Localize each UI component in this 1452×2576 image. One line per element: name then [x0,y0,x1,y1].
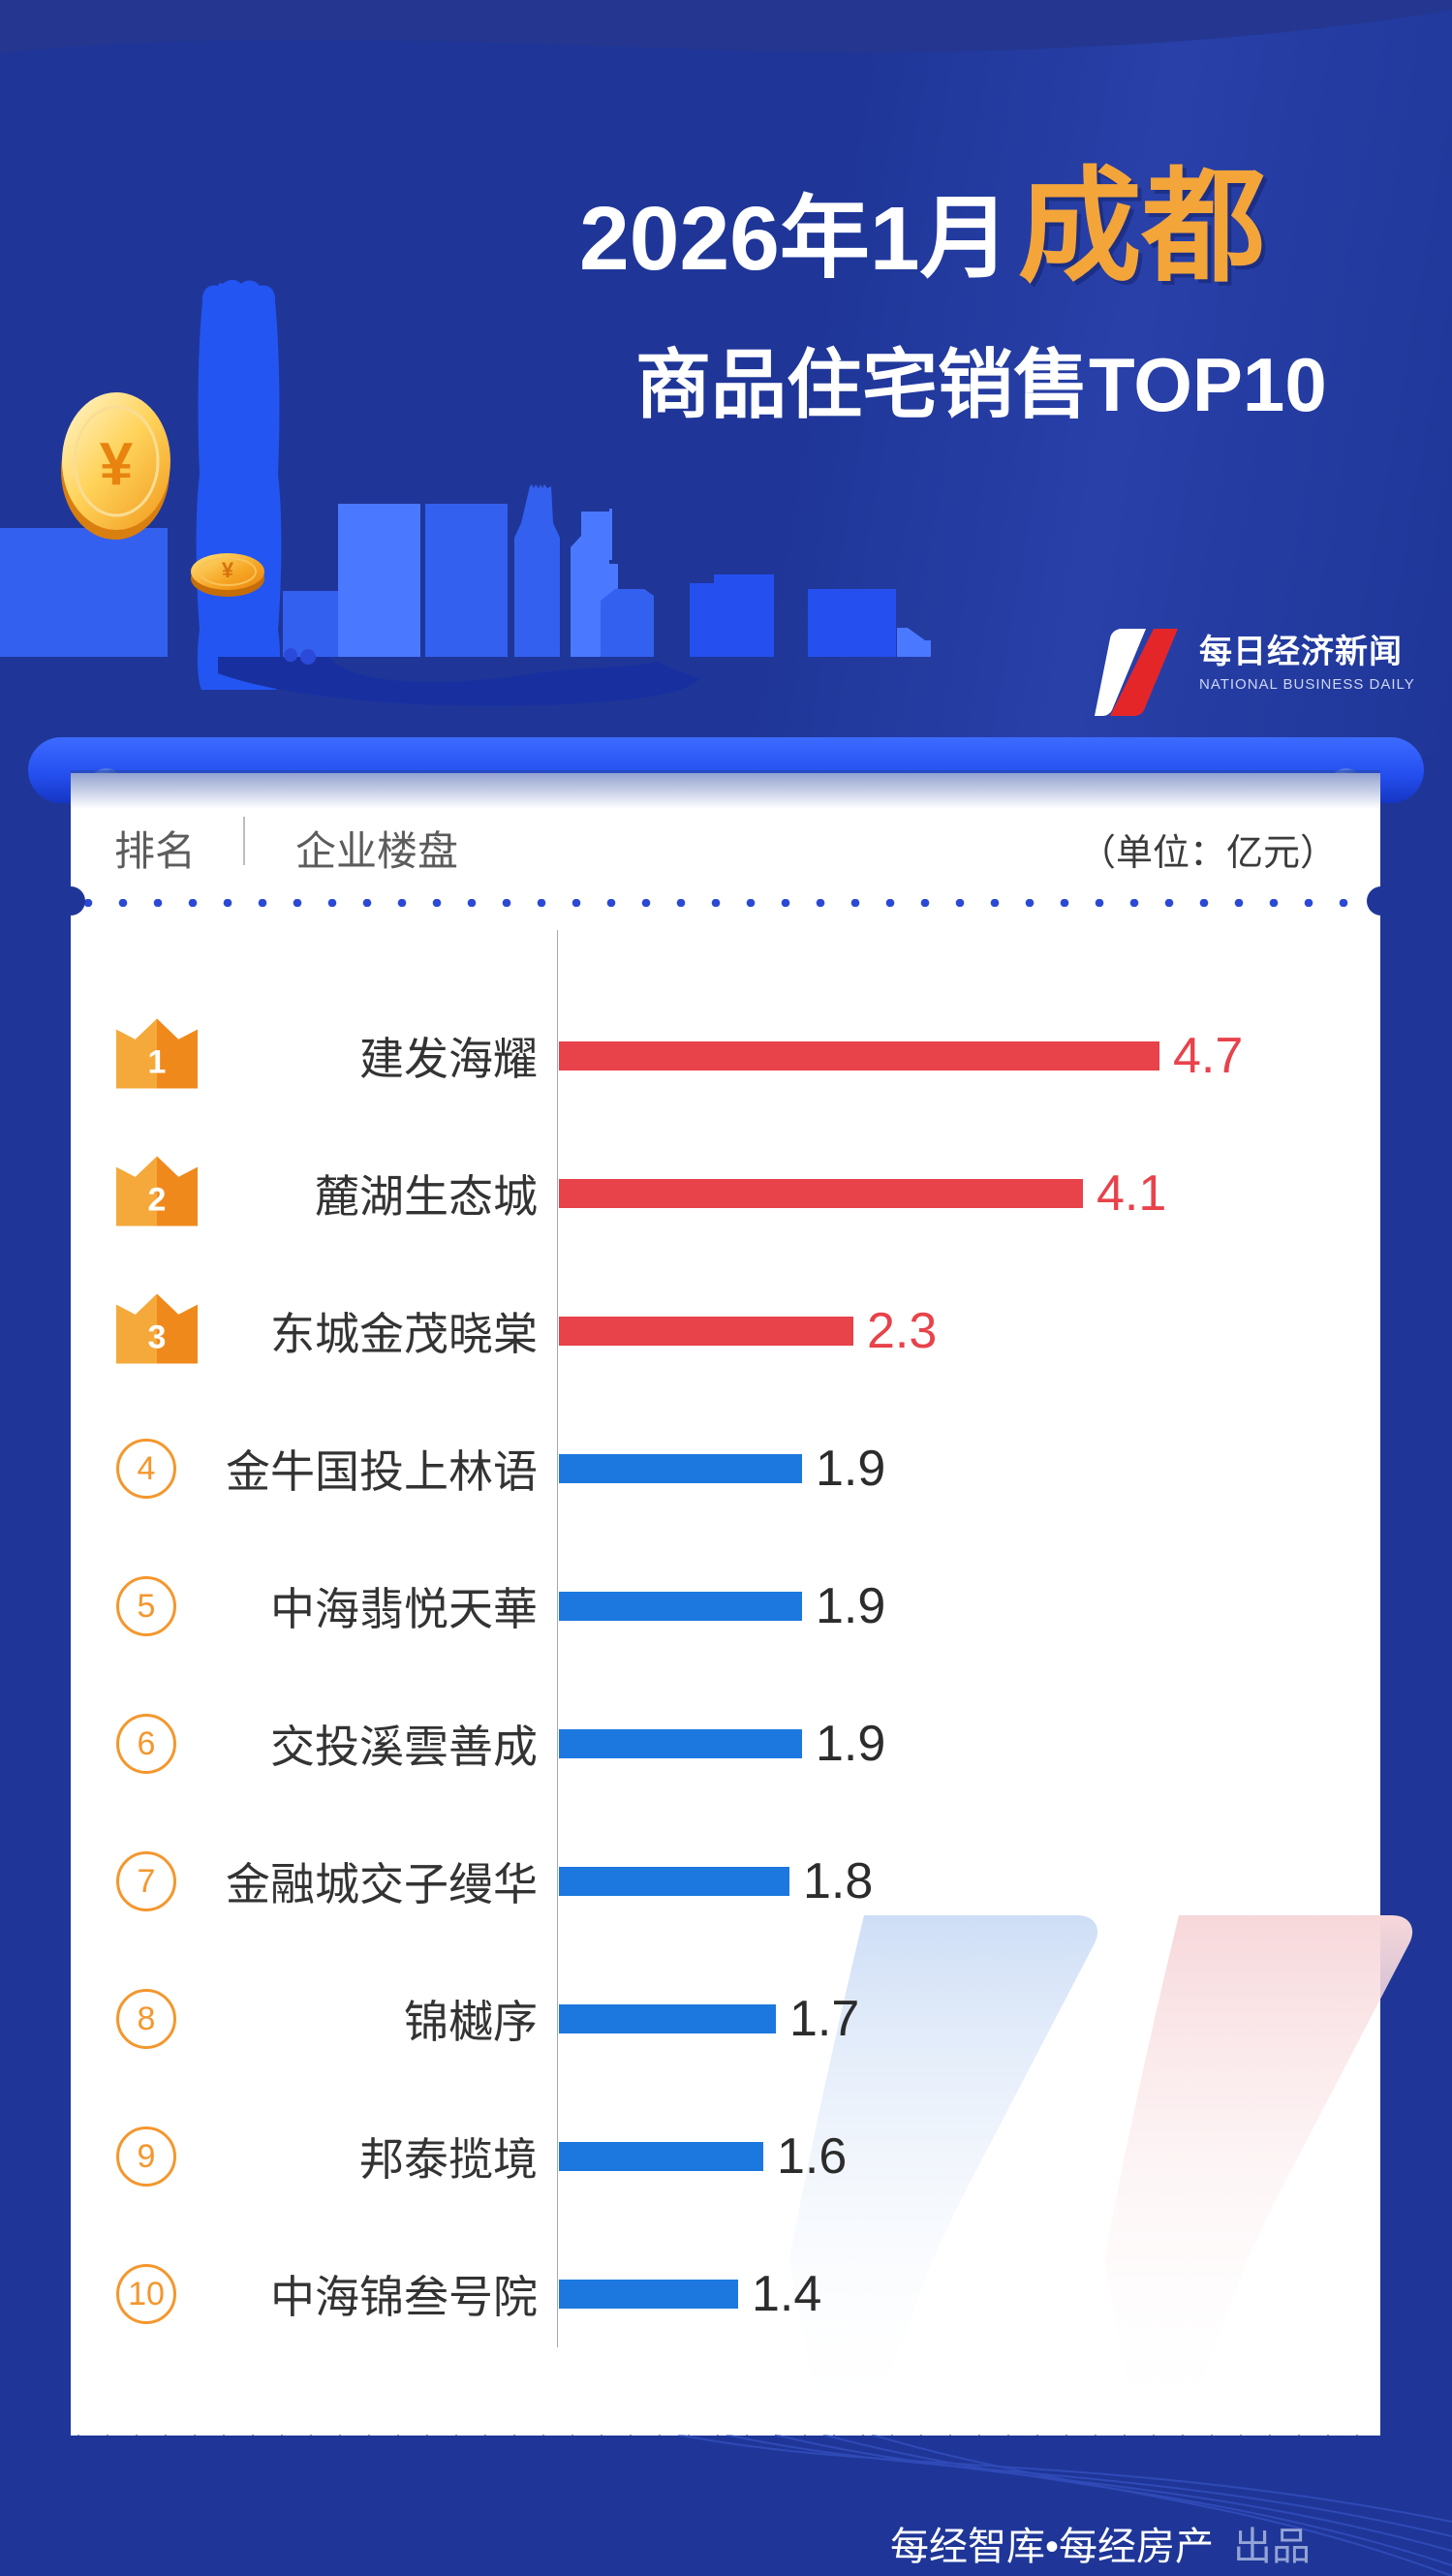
svg-text:2: 2 [148,1182,167,1219]
svg-text:3: 3 [148,1319,167,1356]
svg-text:¥: ¥ [222,558,234,582]
svg-text:1: 1 [148,1044,167,1081]
svg-text:¥: ¥ [100,431,134,498]
